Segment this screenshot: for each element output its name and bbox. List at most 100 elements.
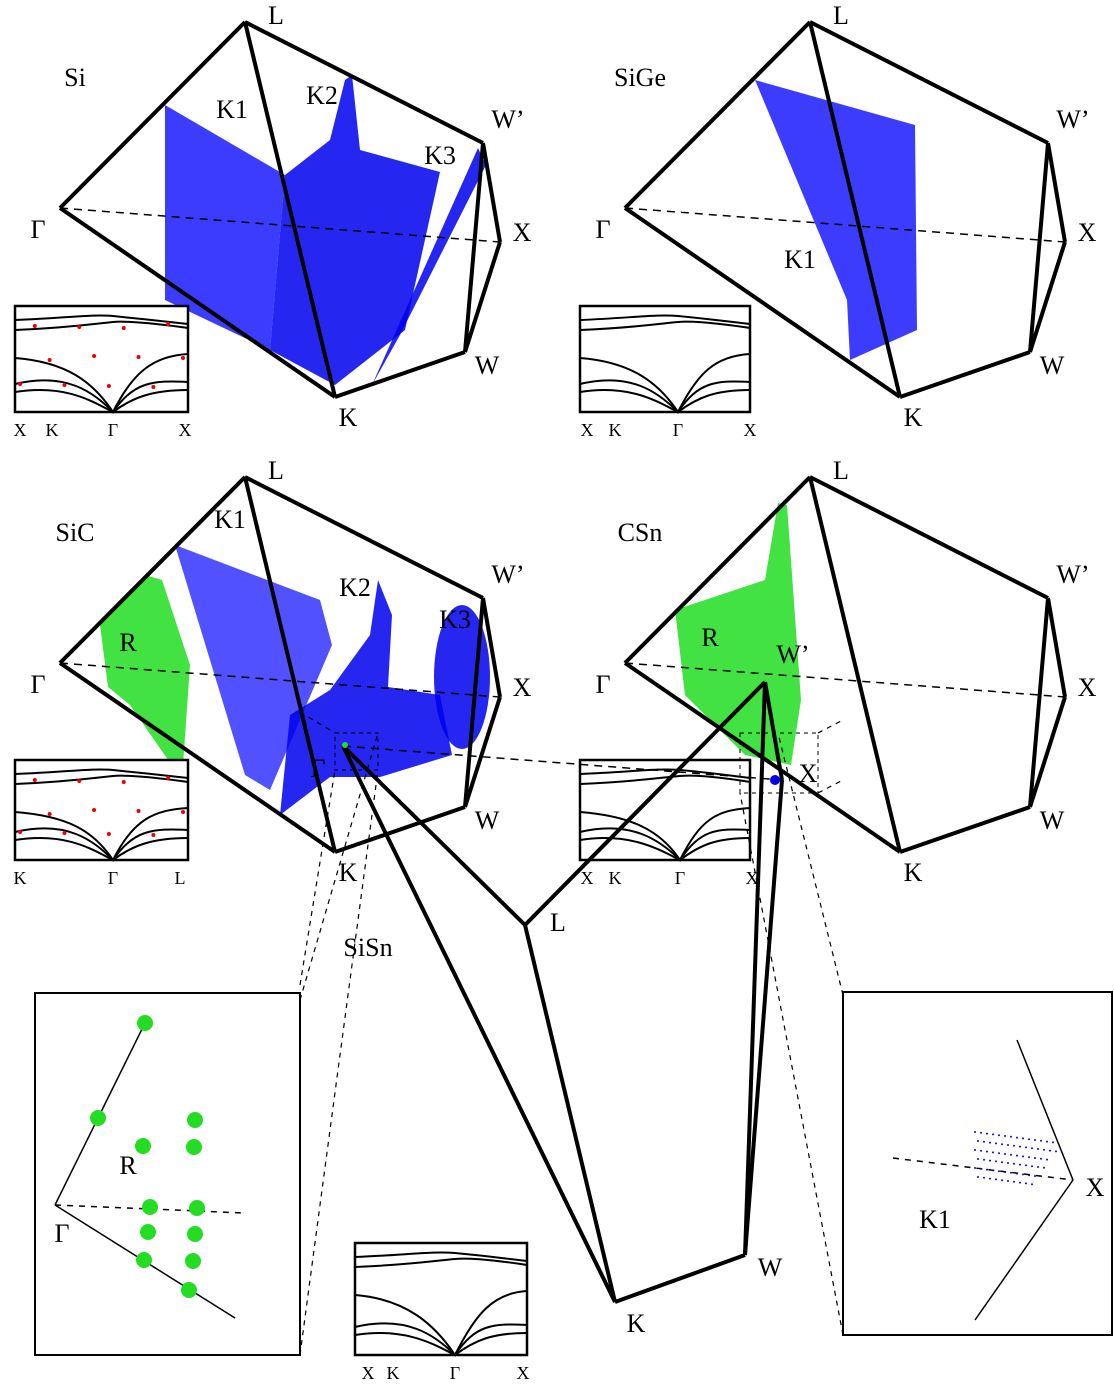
vertex-label: W [475, 351, 500, 380]
zoom-connector [777, 732, 844, 996]
zoom-dashed [54, 1204, 246, 1214]
region-dot [983, 1176, 985, 1179]
vertex-label: W’ [1056, 105, 1089, 134]
panel-title: CSn [618, 518, 663, 547]
bz-edge [1046, 142, 1067, 243]
region-dot [1013, 1180, 1015, 1183]
zoom-connector [299, 769, 379, 1356]
region-dot [187, 1226, 203, 1242]
vertex-label: W [758, 1253, 783, 1282]
bz-edge [1028, 696, 1067, 808]
region-dot [1010, 1135, 1012, 1138]
region-dot [989, 1141, 991, 1144]
band-region [165, 105, 285, 350]
region-dot [1043, 1148, 1045, 1151]
bz-edge [623, 475, 812, 665]
exp-point [62, 383, 67, 387]
region-dot [992, 1169, 994, 1172]
exp-point [166, 776, 171, 780]
region-dot [1010, 1153, 1012, 1156]
dispersion-curve [14, 837, 189, 862]
vertex-label: L [268, 456, 284, 485]
region-dot [986, 1132, 988, 1135]
region-dot [977, 1140, 979, 1142]
exp-point [92, 808, 97, 812]
zoom-edge [974, 1179, 1074, 1321]
exp-point [77, 325, 82, 329]
region-dot [995, 1178, 997, 1181]
bz-edge [809, 475, 1049, 600]
dispersion-curve [579, 837, 751, 862]
inset-axis-label: L [175, 868, 186, 888]
exp-point [77, 779, 82, 783]
bz-edge [463, 696, 502, 808]
gamma-x-dashed [342, 745, 783, 781]
vertex-label: W’ [1056, 560, 1089, 589]
bz-edge [58, 206, 337, 399]
exp-point [106, 384, 111, 388]
region-dot [142, 1199, 158, 1215]
region-dot [1040, 1157, 1042, 1160]
vertex-label: L [550, 908, 566, 937]
panel-title: Si [64, 63, 86, 92]
region-dot [977, 1176, 979, 1178]
region-dot [1028, 1138, 1030, 1141]
region-dot [1001, 1179, 1003, 1182]
gamma-x-dashed [624, 207, 1066, 243]
region-label: K1 [919, 1205, 951, 1234]
region-dot [1046, 1140, 1048, 1143]
inset-axis-label: K [14, 868, 27, 888]
zoom-connector [817, 719, 844, 734]
region-dot [1004, 1153, 1006, 1155]
region-dot [989, 1159, 991, 1162]
panel-title: SiSn [343, 933, 392, 962]
region-dot [986, 1150, 988, 1153]
region-label: K2 [306, 81, 338, 110]
dispersion-curve [579, 320, 751, 331]
region-dot [998, 1134, 1000, 1137]
region-dot [1040, 1139, 1042, 1142]
bz-edge [899, 805, 1031, 854]
region-dot [1007, 1144, 1009, 1146]
zoom-connector [739, 792, 844, 1336]
region-dot [1004, 1171, 1006, 1173]
dispersion-curve [14, 314, 189, 325]
vertex-label: L [833, 1, 849, 30]
exp-point [121, 326, 126, 330]
region-dot [1025, 1146, 1027, 1149]
exp-point [47, 812, 52, 816]
region-dot [1010, 1171, 1012, 1174]
panel-title: SiGe [614, 63, 666, 92]
band-region [372, 148, 486, 385]
region-dot [1022, 1155, 1024, 1158]
exp-point [151, 833, 156, 837]
dispersion-curve [354, 1251, 528, 1262]
exp-point [32, 778, 37, 782]
region-dot [186, 1139, 202, 1155]
inset-axis-label: K [609, 420, 622, 440]
region-dot [1019, 1181, 1021, 1184]
region-dot [1028, 1174, 1030, 1177]
zoom-connector [299, 769, 336, 986]
inset-axis-label: Γ [675, 868, 685, 888]
gamma-x-dashed [624, 662, 1066, 698]
region-dot [1043, 1166, 1045, 1169]
bz-edge [244, 475, 484, 600]
bz-edge [481, 597, 502, 698]
region-dot [137, 1015, 153, 1031]
inset-axis-label: Γ [673, 420, 683, 440]
bz-edge [481, 142, 502, 243]
vertex-label: X [513, 673, 532, 702]
vertex-label: K [904, 858, 923, 887]
region-dot [770, 775, 780, 785]
region-dot [1025, 1164, 1027, 1167]
bz-edge [899, 350, 1031, 399]
band-region [434, 605, 490, 749]
inset-axis-label: X [517, 1363, 530, 1383]
vertex-label: Γ [310, 754, 325, 783]
inset-axis-label: K [609, 868, 622, 888]
region-dot [974, 1131, 976, 1133]
vertex-label: X [1086, 1173, 1105, 1202]
vertex-label: L [268, 1, 284, 30]
exp-point [151, 385, 156, 389]
